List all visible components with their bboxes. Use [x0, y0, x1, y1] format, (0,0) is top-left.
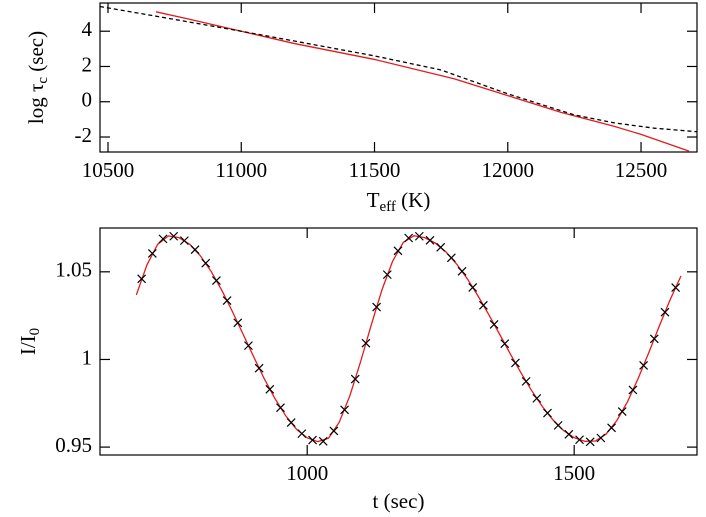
data-point [222, 296, 232, 305]
x-tick-label: 10500 [82, 158, 135, 182]
data-point [147, 248, 157, 258]
data-point [425, 235, 435, 245]
x-axis-label-text: t (sec) [373, 489, 425, 513]
data-point [500, 339, 510, 349]
y-tick-label: 0 [82, 88, 93, 112]
x-tick-label: 1500 [553, 461, 595, 485]
data-point [297, 429, 307, 439]
data-point [382, 270, 392, 280]
data-point [521, 376, 531, 386]
data-point [532, 393, 542, 403]
y-axis-label: log τc (sec) [24, 31, 52, 124]
data-point [671, 283, 681, 293]
data-point [489, 319, 499, 329]
data-point [575, 435, 584, 445]
x-axis-label-text: T [367, 188, 380, 212]
data-point [511, 358, 520, 368]
x-tick-label: 12500 [615, 158, 668, 182]
data-point [361, 338, 371, 348]
data-point [457, 266, 467, 276]
x-axis-label-suffix: (K) [396, 188, 430, 212]
data-point [233, 318, 243, 328]
plot-frame [99, 2, 698, 153]
y-tick-label: 0.95 [55, 433, 92, 457]
data-point [318, 436, 328, 446]
data-point [158, 234, 168, 244]
y-tick-label: 2 [82, 52, 93, 76]
y-axis-label-sub: 0 [27, 328, 43, 336]
plot-frame [99, 227, 698, 456]
data-point [286, 418, 296, 427]
x-axis-label: Teff (K) [367, 188, 431, 216]
x-tick-label: 11500 [349, 158, 401, 182]
data-point [468, 282, 478, 292]
x-tick-label: 12000 [482, 158, 535, 182]
data-point [585, 437, 595, 447]
y-axis-label: I/I0 [16, 328, 44, 355]
y-axis-label-sub: c [35, 77, 51, 84]
data-point [436, 242, 446, 252]
data-line [155, 11, 690, 152]
x-tick-label: 11000 [215, 158, 267, 182]
data-point [414, 231, 424, 241]
data-point [639, 361, 649, 370]
data-point [350, 374, 360, 384]
data-point [190, 245, 200, 255]
data-point [607, 423, 616, 433]
data-point [446, 253, 456, 263]
data-point [276, 403, 285, 413]
data-point [404, 233, 414, 243]
data-point [265, 384, 275, 394]
y-tick-label: 4 [82, 17, 93, 41]
y-tick-label: 1.05 [55, 258, 92, 282]
data-point [660, 307, 670, 317]
data-point [201, 258, 211, 268]
data-point [628, 385, 638, 395]
data-point [372, 302, 382, 312]
y-tick-label: -2 [75, 123, 93, 147]
data-point [553, 420, 563, 430]
data-point [393, 246, 403, 256]
x-axis-label: t (sec) [373, 489, 425, 513]
data-point [564, 429, 574, 439]
data-point [596, 433, 606, 443]
y-axis-label-text: I/I [16, 335, 40, 355]
x-tick-label: 1000 [286, 461, 328, 485]
data-point [478, 300, 488, 310]
data-point [169, 231, 179, 241]
data-line [99, 5, 698, 133]
x-axis-label-sub: eff [380, 199, 396, 215]
y-tick-label: 1 [82, 345, 93, 369]
data-point [211, 276, 221, 286]
y-axis-label-suffix: (sec) [24, 31, 48, 77]
data-point [244, 341, 253, 351]
data-point [137, 274, 147, 284]
data-point [179, 236, 189, 246]
data-line [135, 235, 682, 443]
data-point [308, 435, 317, 445]
data-point [649, 334, 659, 344]
data-point [543, 408, 552, 418]
data-point [329, 426, 339, 436]
data-point [617, 407, 627, 416]
data-point [340, 405, 349, 415]
data-point [254, 363, 264, 373]
y-axis-label-text: log τ [24, 84, 48, 125]
